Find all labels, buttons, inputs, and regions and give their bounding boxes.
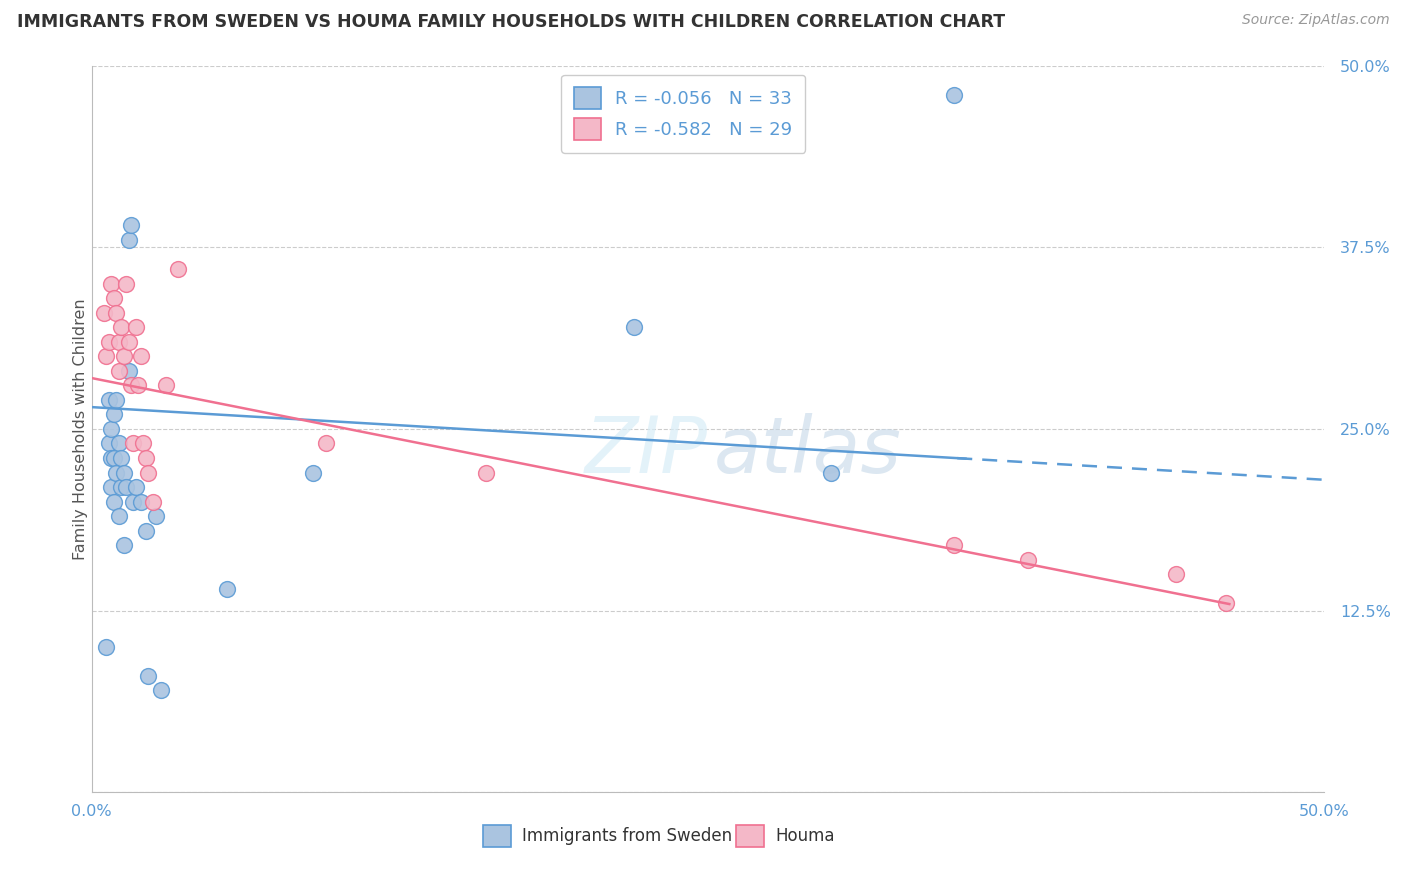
Point (117, 364, 139, 378)
Text: atlas: atlas (714, 413, 901, 489)
Text: Immigrants from Sweden: Immigrants from Sweden (522, 827, 733, 845)
Point (100, 422, 122, 436)
Text: Source: ZipAtlas.com: Source: ZipAtlas.com (1241, 13, 1389, 28)
Point (97, 392, 120, 407)
Point (1017, 552, 1039, 566)
Point (136, 466, 159, 480)
Text: Houma: Houma (775, 827, 835, 845)
Text: ZIP: ZIP (585, 413, 707, 489)
Point (135, 524, 157, 538)
Point (97, 436, 120, 450)
Point (100, 450, 122, 465)
Point (132, 436, 155, 450)
Point (100, 480, 122, 494)
Point (112, 349, 135, 363)
Point (110, 450, 132, 465)
Point (125, 480, 148, 494)
Point (105, 466, 128, 480)
Text: IMMIGRANTS FROM SWEDEN VS HOUMA FAMILY HOUSEHOLDS WITH CHILDREN CORRELATION CHAR: IMMIGRANTS FROM SWEDEN VS HOUMA FAMILY H… (17, 13, 1005, 31)
Point (623, 320, 645, 334)
Point (115, 277, 138, 291)
Point (112, 466, 135, 480)
Point (1215, 596, 1237, 610)
Point (107, 334, 129, 349)
Legend: R = -0.056   N = 33, R = -0.582   N = 29: R = -0.056 N = 33, R = -0.582 N = 29 (561, 75, 806, 153)
Y-axis label: Family Households with Children: Family Households with Children (73, 298, 89, 559)
Point (125, 320, 148, 334)
Point (142, 494, 165, 508)
Point (135, 450, 157, 465)
Point (103, 291, 125, 305)
Point (120, 378, 142, 392)
Point (100, 277, 122, 291)
Point (129, 349, 152, 363)
Point (105, 392, 128, 407)
Point (122, 494, 145, 508)
Point (1166, 567, 1188, 582)
Point (103, 494, 125, 508)
Point (475, 466, 498, 480)
Point (315, 436, 337, 450)
Point (103, 450, 125, 465)
Point (115, 480, 138, 494)
Point (117, 334, 139, 349)
Point (136, 669, 159, 683)
Point (103, 408, 125, 422)
Point (107, 509, 129, 524)
Point (943, 87, 966, 102)
Point (112, 538, 135, 552)
Point (105, 306, 128, 320)
Point (166, 262, 188, 277)
Point (145, 509, 167, 524)
Point (93, 306, 115, 320)
Point (302, 466, 325, 480)
Point (120, 219, 142, 233)
Point (155, 378, 177, 392)
Point (127, 378, 149, 392)
Point (943, 538, 966, 552)
Point (820, 466, 842, 480)
Point (96, 640, 118, 654)
Point (110, 480, 132, 494)
Point (217, 582, 239, 596)
Point (107, 436, 129, 450)
Point (97, 334, 120, 349)
Point (110, 320, 132, 334)
Point (149, 683, 172, 698)
Point (129, 494, 152, 508)
Point (107, 364, 129, 378)
Point (96, 349, 118, 363)
Point (117, 233, 139, 247)
Point (122, 436, 145, 450)
